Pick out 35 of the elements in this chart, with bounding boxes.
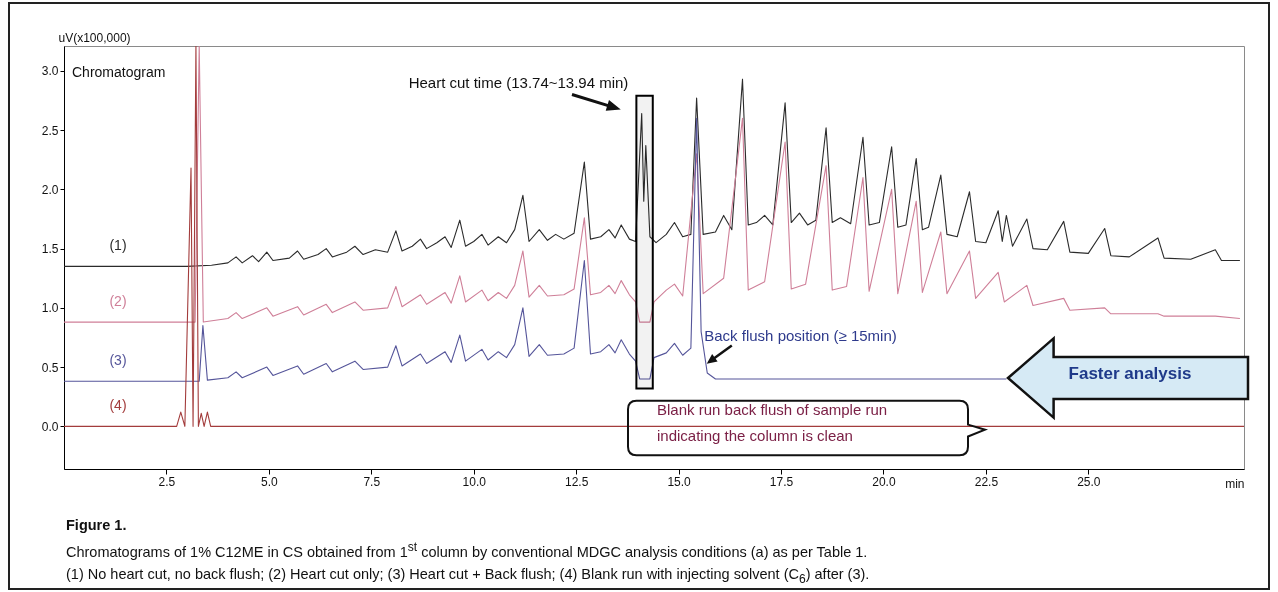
x-tick-label: 7.5 (363, 474, 381, 489)
series-label: (1) (109, 237, 127, 254)
annotation: Chromatogram (72, 64, 166, 80)
text: Figure 1. (66, 516, 128, 535)
text: Chromatograms of 1% C12ME in CS obtained from 1$^{st}$ column by conventional MDGC analysis conditions (a) as per Table 1. (66, 539, 869, 562)
line-series (64, 46, 1244, 427)
y-tick-label: 0.0 (41, 419, 59, 434)
annotation: Back flush position (≥ 15min) (704, 326, 897, 344)
x-tick-label: 25.0 (1077, 474, 1101, 489)
y-tick-label: 1.0 (41, 301, 59, 316)
line-series (64, 78, 1241, 267)
annotation: Faster analysis (1068, 364, 1192, 383)
x-tick-label: 22.5 (974, 474, 999, 489)
y-tick-label: 3.0 (41, 64, 59, 79)
line-series (64, 46, 1241, 323)
x-tick-label: 10.0 (462, 474, 487, 489)
y-axis-title: uV(x100,000) (58, 30, 131, 45)
x-tick-label: 5.0 (261, 474, 279, 489)
x-tick-label: 2.5 (158, 474, 176, 489)
y-tick-label: 2.5 (41, 123, 59, 138)
series-label: (4) (109, 397, 127, 414)
line-series (64, 117, 1007, 382)
x-tick-label: 15.0 (667, 474, 692, 489)
x-tick-label: 20.0 (872, 474, 896, 489)
text: (1) No heart cut, no back flush; (2) Heart cut only; (3) Heart cut + Back flush; (4) Blank run with injecting solvent (C$_{6}$) after (3). (66, 564, 870, 588)
y-tick-label: 1.5 (41, 242, 59, 257)
y-tick-label: 2.0 (41, 182, 59, 197)
series-label: (2) (109, 293, 127, 310)
band-label: Heart cut time (13.74~13.94 min) (408, 74, 629, 91)
y-tick-label: 0.5 (41, 360, 59, 375)
annotation: Blank run back flush of sample run indicating the column is clean (657, 401, 888, 444)
x-tick-label: 12.5 (564, 474, 589, 489)
series-label: (3) (109, 352, 127, 369)
x-axis-title: min (1225, 476, 1245, 491)
x-tick-label: 17.5 (769, 474, 794, 489)
